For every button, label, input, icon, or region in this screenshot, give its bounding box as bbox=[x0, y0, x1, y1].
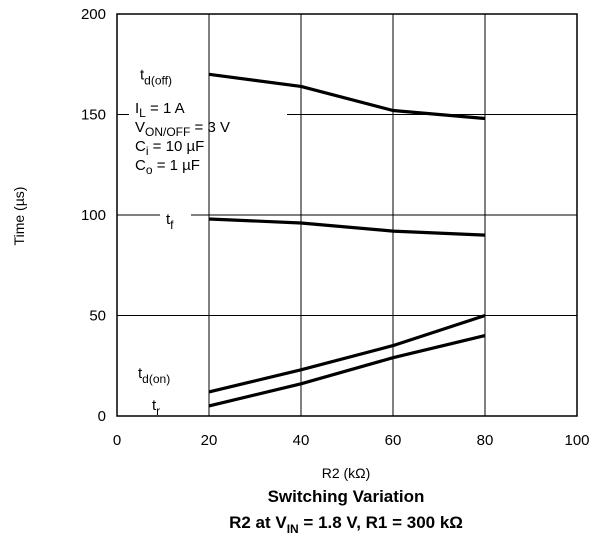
series-label-td-on-: td(on) bbox=[138, 365, 170, 386]
series-label-tf: tf bbox=[166, 211, 174, 232]
annotation-line-3: Co = 1 µF bbox=[135, 157, 200, 177]
chart-subtitle: R2 at VIN = 1.8 V, R1 = 300 kΩ bbox=[229, 513, 463, 536]
y-tick-label-3: 150 bbox=[81, 107, 106, 124]
x-tick-label-4: 80 bbox=[477, 432, 494, 449]
series-lines bbox=[208, 72, 486, 408]
y-tick-label-0: 0 bbox=[98, 408, 106, 425]
series-label-tr: tr bbox=[152, 397, 160, 418]
x-tick-label-1: 20 bbox=[201, 432, 218, 449]
subtitle-subscript: IN bbox=[287, 522, 299, 536]
series-line-td-on- bbox=[208, 313, 486, 394]
annotation-line-0: IL = 1 A bbox=[135, 100, 185, 120]
annotation-line-1: VON/OFF = 3 V bbox=[135, 119, 230, 139]
y-tick-label-1: 50 bbox=[89, 308, 106, 325]
x-axis-label: R2 (kΩ) bbox=[322, 465, 371, 481]
series-line-td-off- bbox=[208, 72, 486, 121]
series-labels: td(off) tf td(on) tr bbox=[138, 66, 174, 418]
series-line-tf bbox=[208, 217, 486, 237]
x-tick-label-0: 0 bbox=[113, 432, 121, 449]
grid-lines bbox=[117, 14, 577, 416]
tick-labels: 0 20 40 60 80 100 0 50 100 150 200 bbox=[81, 6, 590, 449]
x-tick-label-3: 60 bbox=[385, 432, 402, 449]
y-axis-label: Time (µs) bbox=[11, 187, 27, 246]
x-tick-label-2: 40 bbox=[293, 432, 310, 449]
x-tick-label-5: 100 bbox=[564, 432, 589, 449]
chart-title: Switching Variation bbox=[268, 487, 425, 506]
annotation-line-2: Ci = 10 µF bbox=[135, 138, 204, 158]
y-tick-label-2: 100 bbox=[81, 207, 106, 224]
plot-frame bbox=[116, 13, 578, 417]
y-tick-label-4: 200 bbox=[81, 6, 106, 23]
series-label-td-off-: td(off) bbox=[140, 66, 172, 87]
series-line-tr bbox=[208, 334, 486, 408]
subtitle-suffix: = 1.8 V, R1 = 300 kΩ bbox=[299, 513, 463, 532]
subtitle-prefix: R2 at V bbox=[229, 513, 287, 532]
